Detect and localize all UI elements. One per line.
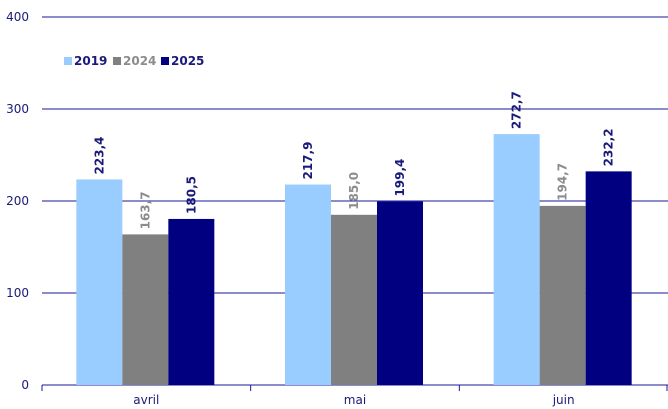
y-tick-label: 100 xyxy=(6,286,29,300)
data-label: 180,5 xyxy=(184,176,198,214)
data-label: 194,7 xyxy=(556,163,570,201)
bar-2024-juin xyxy=(539,205,586,385)
data-label: 185,0 xyxy=(347,172,361,210)
bar-2025-juin xyxy=(585,171,632,385)
legend-label-2024: 2024 xyxy=(123,54,156,68)
bar-2019-mai xyxy=(285,184,331,385)
y-tick-label: 300 xyxy=(6,102,29,116)
data-label: 199,4 xyxy=(393,159,407,197)
bar-2025-mai xyxy=(377,201,423,385)
legend-label-2019: 2019 xyxy=(74,54,107,68)
legend: 2019 2024 2025 xyxy=(64,54,204,68)
bar-2019-juin xyxy=(493,134,540,385)
data-label: 163,7 xyxy=(138,191,152,229)
y-tick-label: 200 xyxy=(6,194,29,208)
data-label: 232,2 xyxy=(602,128,616,166)
bar-2024-avril xyxy=(122,234,169,385)
bars xyxy=(76,134,632,385)
y-tick-label: 0 xyxy=(21,378,29,392)
data-label: 223,4 xyxy=(92,137,106,175)
bar-2025-avril xyxy=(168,218,215,385)
x-category-label: mai xyxy=(344,393,366,407)
legend-label-2025: 2025 xyxy=(171,54,204,68)
legend-swatch-2019 xyxy=(64,57,72,65)
bar-2024-mai xyxy=(331,214,377,385)
y-tick-label: 400 xyxy=(6,10,29,24)
bar-2019-avril xyxy=(76,179,123,385)
data-labels: 223,4 163,7 180,5 217,9 185,0 199,4 272,7 194,7… xyxy=(92,91,615,229)
x-category-label: juin xyxy=(552,393,575,407)
legend-swatch-2025 xyxy=(161,57,169,65)
legend-swatch-2024 xyxy=(113,57,121,65)
data-label: 217,9 xyxy=(301,142,315,180)
data-label: 272,7 xyxy=(510,91,524,129)
x-axis: avril mai juin xyxy=(41,385,668,407)
y-axis-ticks: 0 100 200 300 400 xyxy=(6,10,29,392)
x-category-label: avril xyxy=(133,393,159,407)
